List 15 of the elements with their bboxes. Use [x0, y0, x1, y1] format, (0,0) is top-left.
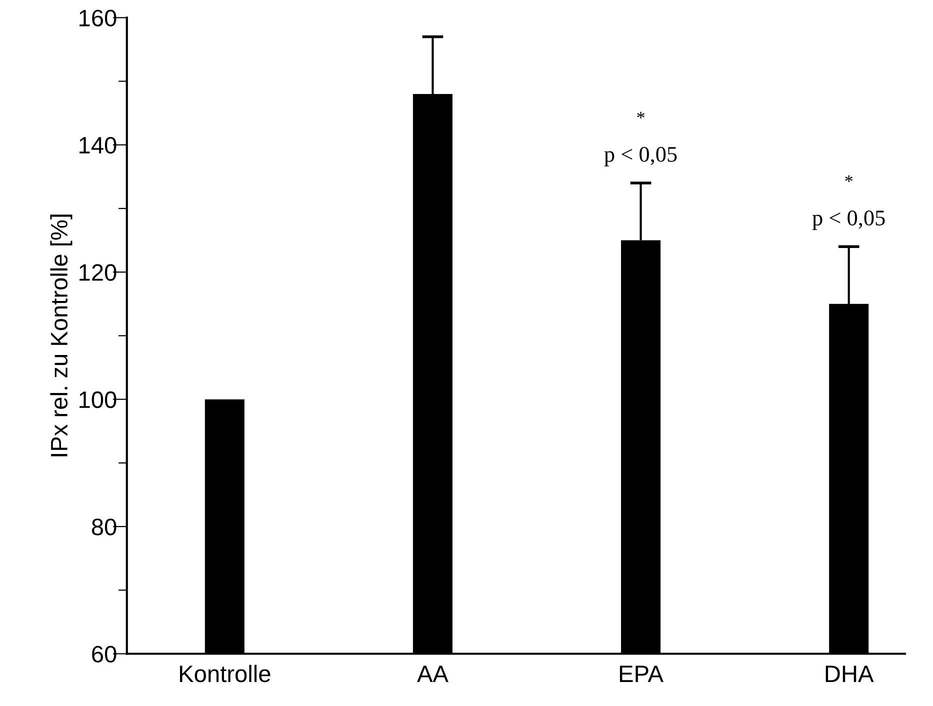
y-tick-label: 160	[80, 10, 116, 26]
y-tick-label: 80	[92, 518, 116, 536]
y-tick-label: 100	[80, 391, 116, 408]
annotation: *	[845, 175, 852, 182]
x-tick-label: AA	[417, 666, 448, 682]
annotation: p < 0,05	[604, 146, 677, 166]
y-tick-label: 60	[92, 646, 116, 663]
y-axis-title: IPx rel. zu Kontrolle [%]	[50, 214, 72, 456]
x-tick-label: DHA	[826, 666, 874, 682]
annotation: *	[637, 112, 644, 118]
y-tick-label: 140	[80, 136, 116, 154]
y-tick-label: 120	[80, 264, 116, 281]
annotation: p < 0,05	[812, 210, 885, 230]
x-tick-label: Kontrolle	[180, 664, 270, 682]
x-tick-label: EPA	[620, 666, 664, 682]
